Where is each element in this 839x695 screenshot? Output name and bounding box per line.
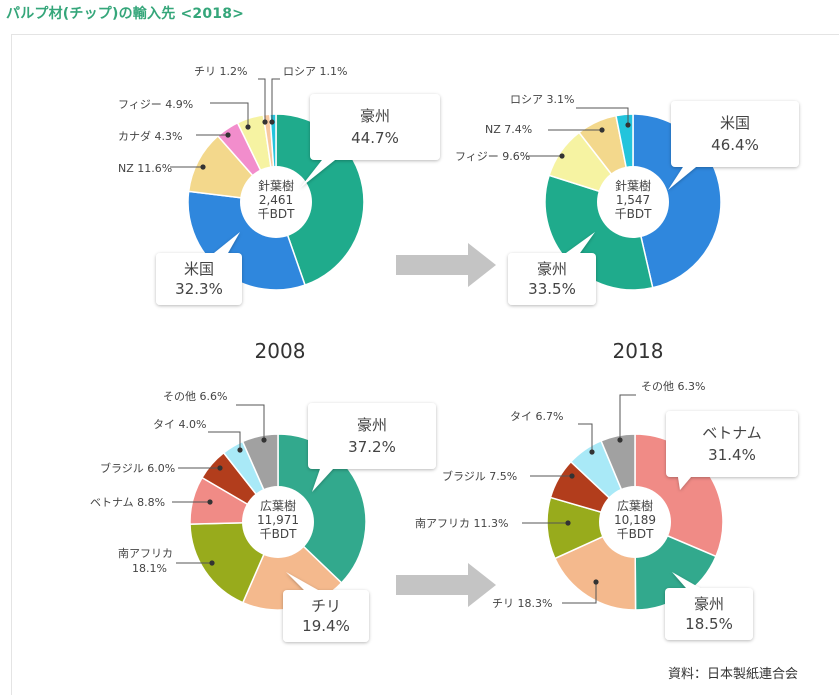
data-label-box-2-0: [308, 403, 436, 492]
leader-dot-2-5: [237, 447, 243, 453]
arrow-2008-to-2018-1: [396, 563, 496, 607]
data-label-box-0-1: [156, 232, 242, 305]
leader-dot-3-3: [565, 520, 571, 526]
leader-dot-1-2: [559, 153, 565, 159]
chart-panel: [11, 34, 839, 695]
year-label-2008: 2008: [255, 339, 306, 363]
data-label-box-3-1: [665, 572, 753, 640]
callout-label-3-6: その他 6.3%: [641, 380, 705, 393]
pie-center-2: [242, 486, 314, 558]
pie-center-label-2-1: 11,971: [257, 513, 299, 527]
leader-dot-0-5: [262, 119, 268, 125]
callout-label-1-3: NZ 7.4%: [485, 123, 532, 136]
year-label-2018: 2018: [613, 339, 664, 363]
pie-center-label-3-0: 広葉樹: [617, 499, 653, 513]
leader-dot-0-3: [225, 132, 231, 138]
data-label-name-1-0: 米国: [720, 114, 750, 132]
page-title: パルプ材(チップ)の輸入先 <2018>: [6, 6, 245, 22]
leader-line-2-5: [208, 431, 241, 450]
data-label-value-0-0: 44.7%: [351, 129, 399, 147]
callout-label-3-5: タイ 6.7%: [510, 410, 563, 423]
callout-label-1-2: フィジー 9.6%: [455, 150, 530, 163]
leader-line-0-4: [210, 102, 249, 127]
pie-center-label-3-2: 千BDT: [617, 527, 654, 541]
pie-center-label-0-2: 千BDT: [258, 207, 295, 221]
callout-label-3-2: チリ 18.3%: [492, 597, 552, 610]
data-label-box-0-0: [300, 94, 440, 188]
leader-dot-3-6: [617, 437, 623, 443]
callout-label-2-6: その他 6.6%: [163, 390, 227, 403]
callout-label-1-4: ロシア 3.1%: [510, 93, 574, 106]
callout-label-3-4: ブラジル 7.5%: [442, 469, 517, 483]
pie-center-label-1-1: 1,547: [616, 193, 650, 207]
callout-label-0-6: ロシア 1.1%: [283, 65, 347, 78]
callout-label-3-3: 南アフリカ 11.3%: [415, 517, 508, 530]
leader-dot-3-5: [589, 449, 595, 455]
leader-line-3-2: [562, 582, 597, 604]
data-label-value-3-0: 31.4%: [708, 446, 756, 464]
pie-center-3: [599, 486, 671, 558]
data-label-value-1-1: 33.5%: [528, 280, 576, 298]
callout-label-0-4: フィジー 4.9%: [118, 98, 193, 111]
data-label-value-0-1: 32.3%: [175, 280, 223, 298]
pie-center-label-3-1: 10,189: [614, 513, 656, 527]
data-label-name-1-1: 豪州: [537, 260, 567, 278]
leader-dot-2-4: [217, 465, 223, 471]
leader-dot-0-2: [200, 164, 206, 170]
arrow-2008-to-2018-0: [396, 243, 496, 287]
data-label-box-1-0: [668, 101, 799, 190]
pie-center-label-1-2: 千BDT: [615, 207, 652, 221]
leader-line-3-6: [619, 394, 636, 440]
leader-dot-2-6: [261, 437, 267, 443]
data-label-box-2-1: [283, 572, 369, 642]
pie-center-label-0-0: 針葉樹: [258, 178, 294, 193]
data-label-name-3-1: 豪州: [694, 595, 724, 613]
data-label-name-3-0: ベトナム: [702, 424, 762, 442]
callout-label-2-5: タイ 4.0%: [153, 418, 206, 431]
leader-line-2-6: [236, 404, 265, 440]
leader-line-0-5: [258, 78, 266, 122]
leader-dot-1-3: [599, 127, 605, 133]
data-label-value-3-1: 18.5%: [685, 615, 733, 633]
leader-dot-1-4: [625, 122, 631, 128]
leader-line-0-6: [271, 78, 280, 122]
callout-label-0-3: カナダ 4.3%: [118, 129, 182, 143]
pie-center-label-0-1: 2,461: [259, 193, 293, 207]
leader-dot-3-4: [569, 473, 575, 479]
leader-dot-0-6: [269, 119, 275, 125]
data-label-value-2-0: 37.2%: [348, 438, 396, 456]
data-label-box-3-0: [666, 411, 798, 490]
data-label-box-1-1: [508, 232, 596, 305]
pie-slice-2-0: [277, 433, 367, 584]
pie-center-label-2-0: 広葉樹: [260, 499, 296, 513]
callout-label-2-2: 南アフリカ: [118, 547, 173, 560]
leader-dot-2-3: [207, 499, 213, 505]
pie-center-1: [597, 166, 669, 238]
callout-value-2-2: 18.1%: [132, 562, 167, 575]
data-label-name-2-1: チリ: [311, 597, 341, 615]
leader-dot-2-2: [209, 560, 215, 566]
data-label-value-1-0: 46.4%: [711, 136, 759, 154]
callout-label-2-3: ベトナム 8.8%: [90, 496, 165, 509]
callout-label-2-4: ブラジル 6.0%: [100, 461, 175, 475]
pie-center-0: [240, 166, 312, 238]
data-label-value-2-1: 19.4%: [302, 617, 350, 635]
leader-line-3-5: [578, 423, 593, 452]
leader-line-1-4: [576, 107, 629, 125]
data-label-name-0-0: 豪州: [360, 107, 390, 125]
leader-dot-3-2: [593, 579, 599, 585]
data-label-name-2-0: 豪州: [357, 416, 387, 434]
callout-label-0-2: NZ 11.6%: [118, 162, 172, 175]
pie-center-label-1-0: 針葉樹: [615, 178, 651, 193]
data-label-name-0-1: 米国: [184, 260, 214, 278]
source-note: 資料：日本製紙連合会: [668, 667, 798, 682]
callout-label-0-5: チリ 1.2%: [194, 65, 247, 78]
pie-center-label-2-2: 千BDT: [260, 527, 297, 541]
leader-dot-0-4: [245, 124, 251, 130]
